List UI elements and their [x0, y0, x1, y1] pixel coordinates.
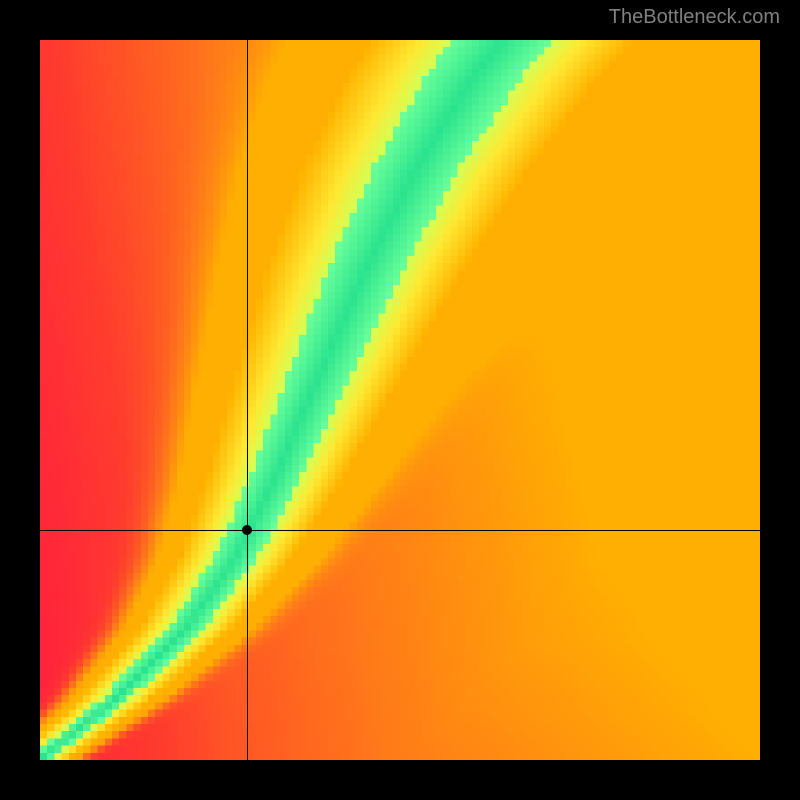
heatmap-plot [40, 40, 760, 760]
crosshair-vertical [247, 40, 248, 760]
watermark-text: TheBottleneck.com [609, 6, 780, 29]
data-point [242, 525, 252, 535]
heatmap-canvas [40, 40, 760, 760]
crosshair-horizontal [40, 530, 760, 531]
